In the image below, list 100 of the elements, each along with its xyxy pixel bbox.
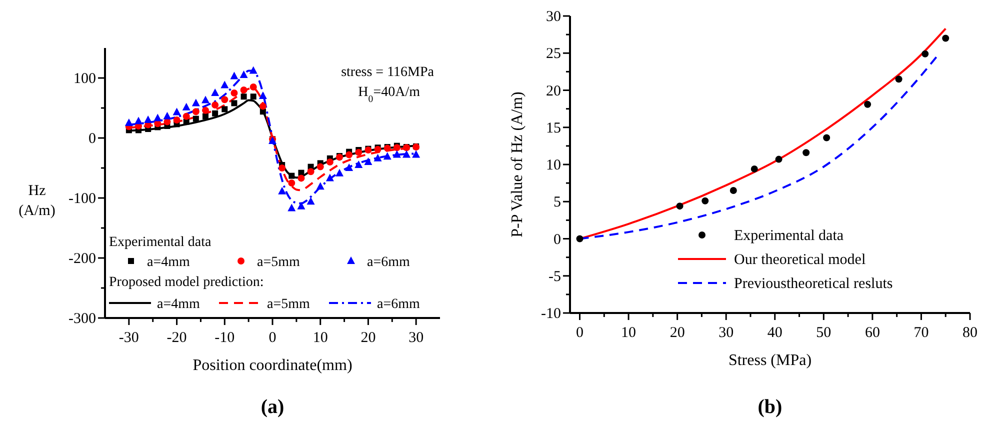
point (222, 106, 228, 112)
x-tick-label: 60 (864, 325, 880, 341)
y-tick-label: 30 (546, 9, 561, 25)
x-tick-label: 0 (576, 325, 584, 341)
point (402, 150, 410, 158)
y-tick-label: -300 (68, 311, 96, 327)
legend-label: a=5mm (257, 255, 300, 270)
point (192, 108, 200, 116)
point (326, 158, 334, 166)
point (345, 164, 354, 171)
annotation: H$_{0}$=40A/m (358, 85, 420, 104)
y-tick-label: 0 (88, 131, 96, 147)
x-tick-label: 30 (408, 330, 424, 346)
point (240, 70, 248, 78)
x-tick-label: -30 (118, 330, 139, 346)
annotation: Proposed model prediction: (109, 275, 264, 290)
y-axis-title: Hz (A/m) (18, 183, 56, 219)
point (154, 120, 162, 128)
point (355, 148, 362, 156)
point (288, 180, 296, 186)
point (154, 114, 162, 122)
point (576, 235, 584, 242)
point (354, 160, 363, 168)
point (134, 116, 142, 124)
point (288, 172, 295, 179)
point (212, 102, 219, 108)
x-tick-label: 40 (767, 325, 782, 341)
x-tick-label: 30 (718, 325, 734, 341)
y-tick-label: 10 (546, 158, 561, 174)
x-tick-label: 0 (268, 330, 276, 346)
point (240, 86, 248, 94)
annotation: Experimental data (109, 235, 212, 250)
point (316, 182, 324, 190)
point (823, 134, 830, 142)
point (392, 150, 401, 158)
y-tick-label: -200 (68, 251, 96, 267)
legend-label: a=4mm (157, 297, 200, 312)
point (297, 202, 306, 210)
point (895, 76, 902, 83)
point (864, 100, 872, 108)
legend-label: Our theoretical model (734, 252, 866, 268)
point (364, 158, 372, 165)
y-tick-label: -100 (68, 191, 96, 207)
point (192, 116, 199, 122)
legend-label: a=5mm (267, 297, 310, 312)
x-tick-label: 20 (670, 325, 685, 341)
point (306, 197, 315, 205)
point (250, 84, 257, 90)
x-axis-title: Position coordinate(mm) (192, 357, 352, 374)
point (730, 186, 737, 194)
point (258, 92, 267, 99)
point (942, 34, 950, 42)
point (240, 94, 247, 100)
x-tick-label: 70 (914, 325, 929, 341)
point (676, 202, 684, 210)
point (412, 150, 420, 158)
y-tick-label: 5 (554, 194, 561, 211)
point (288, 204, 296, 212)
point (182, 112, 190, 120)
text: (b) (758, 396, 782, 418)
point (346, 151, 353, 158)
x-tick-label: 50 (816, 325, 832, 341)
point (316, 163, 324, 170)
point (231, 100, 238, 106)
point (192, 98, 200, 106)
point (374, 154, 382, 162)
x-tick-label: -20 (166, 330, 187, 346)
x-tick-label: 10 (621, 325, 636, 341)
point (230, 90, 238, 96)
point (259, 102, 266, 110)
y-axis-title: P-P Value of Hz (A/m) (509, 92, 526, 238)
y-tick-label: -5 (548, 268, 561, 285)
y-tick-label: 0 (554, 232, 561, 248)
point (307, 168, 314, 176)
point (202, 113, 208, 120)
x-tick-label: 10 (312, 330, 328, 346)
y-tick-label: 25 (546, 46, 561, 62)
point (298, 174, 305, 182)
point (750, 165, 758, 172)
y-tick-label: -10 (541, 306, 561, 322)
point (802, 149, 810, 156)
text: (a) (260, 396, 284, 418)
y-tick-label: 100 (74, 71, 96, 87)
x-tick-label: -10 (214, 330, 235, 346)
point (278, 186, 286, 194)
point (393, 144, 400, 152)
point (144, 116, 152, 123)
point (336, 168, 344, 176)
point (182, 102, 190, 110)
legend-label: a=6mm (377, 297, 420, 312)
point (163, 112, 172, 120)
point (202, 96, 210, 104)
point (220, 80, 229, 88)
legend-label: a=6mm (367, 255, 410, 270)
legend-label: Experimental data (734, 228, 844, 244)
point (326, 174, 334, 182)
y-tick-label: 20 (546, 83, 561, 100)
point (250, 94, 256, 100)
x-tick-label: 80 (962, 325, 978, 341)
point (221, 96, 228, 104)
